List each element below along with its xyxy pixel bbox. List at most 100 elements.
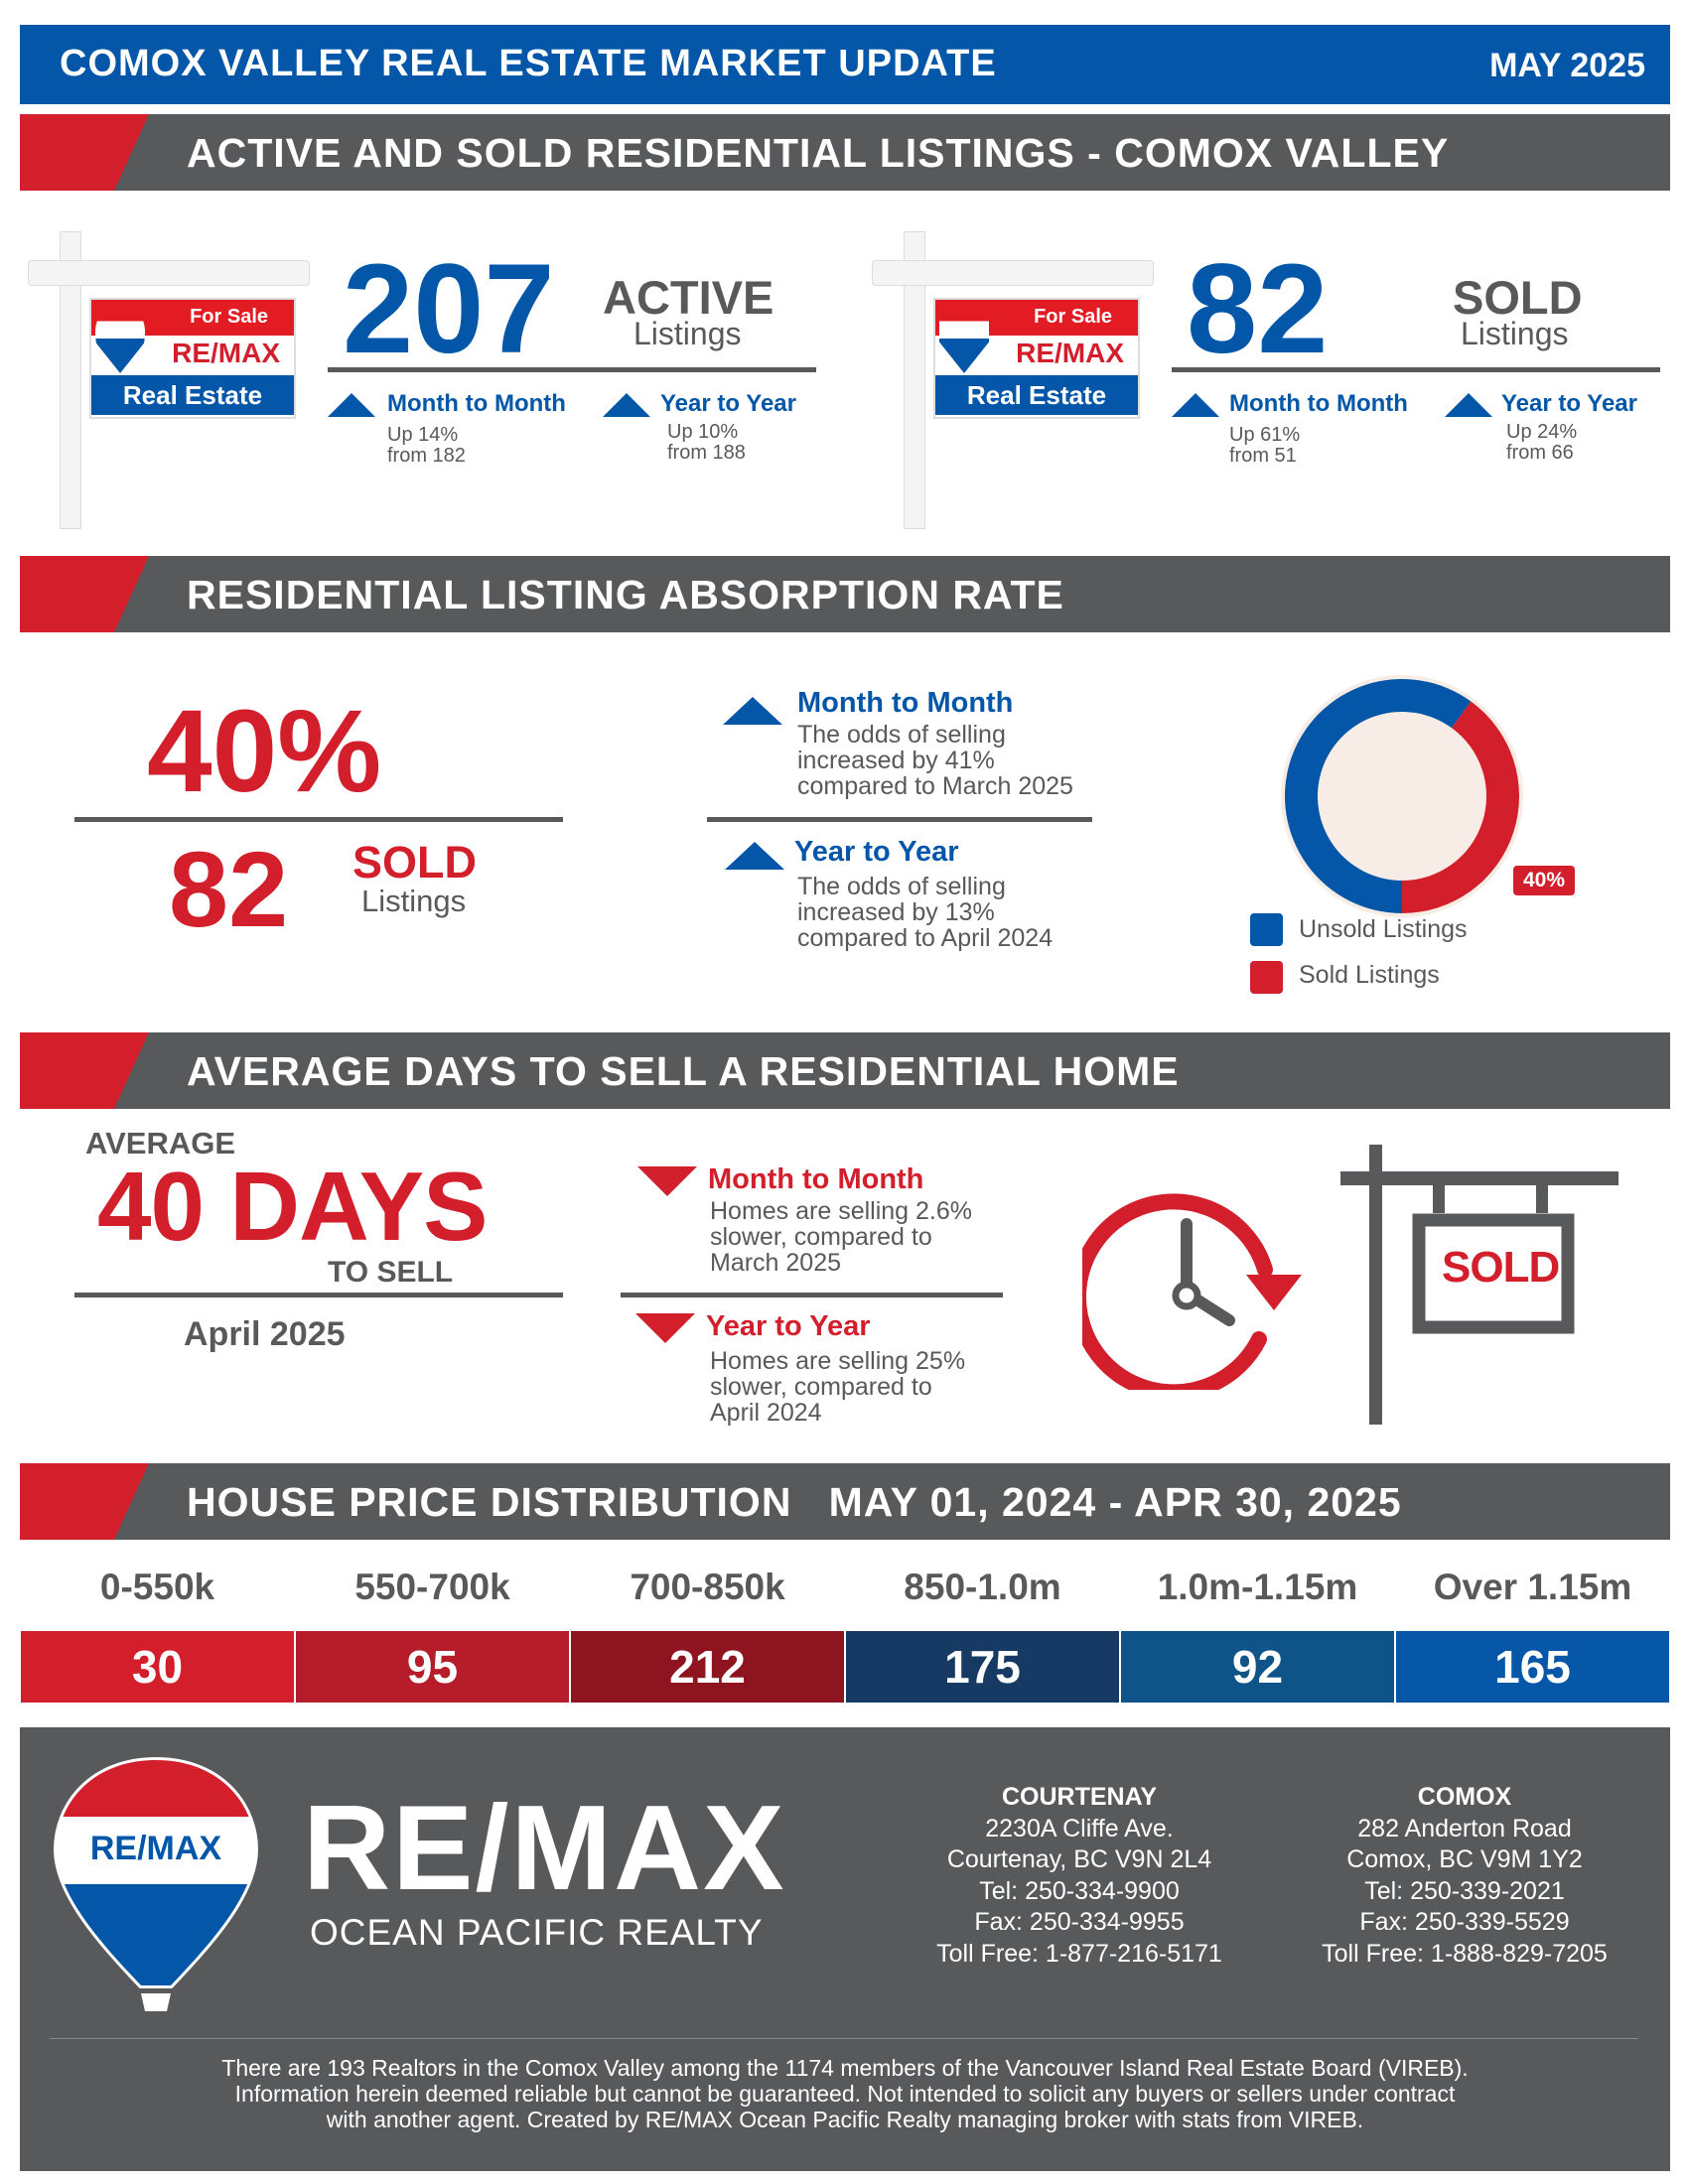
mtm-title: Month to Month — [708, 1163, 924, 1195]
office-tel: Tel: 250-339-2021 — [1364, 1876, 1565, 1905]
clock-icon — [1082, 1193, 1302, 1390]
mtm-line: increased by 41% — [797, 747, 995, 774]
office-city: Courtenay, BC V9N 2L4 — [946, 1845, 1212, 1873]
report-date: MAY 2025 — [1489, 47, 1645, 84]
mtm-line: Homes are selling 2.6% — [710, 1197, 973, 1225]
absorption-rate: 40% — [147, 686, 382, 817]
mtm-title: Month to Month — [387, 390, 566, 417]
disclaimer: There are 193 Realtors in the Comox Vall… — [20, 2055, 1670, 2132]
office-tollfree: Toll Free: 1-877-216-5171 — [936, 1939, 1222, 1968]
yty-change: Up 10% — [667, 421, 739, 443]
section-title: RESIDENTIAL LISTING ABSORPTION RATE — [187, 572, 1064, 617]
price-count-bar: 30 — [21, 1631, 294, 1703]
down-arrow-icon — [637, 1166, 697, 1196]
down-arrow-icon — [635, 1313, 695, 1343]
footer: RE/MAX RE/MAX OCEAN PACIFIC REALTY COURT… — [20, 1727, 1670, 2171]
mtm-title: Month to Month — [797, 687, 1014, 719]
real-estate-label: Real Estate — [91, 375, 294, 415]
absorption-donut-chart — [1281, 675, 1523, 917]
price-count-bar: 95 — [296, 1631, 569, 1703]
yty-line: Homes are selling 25% — [710, 1347, 966, 1375]
office-fax: Fax: 250-334-9955 — [974, 1908, 1185, 1936]
section-header-days: AVERAGE DAYS TO SELL A RESIDENTIAL HOME — [20, 1032, 1670, 1109]
section-title: HOUSE PRICE DISTRIBUTION MAY 01, 2024 - … — [187, 1479, 1402, 1525]
active-count: 207 — [343, 238, 555, 380]
yty-from: from 66 — [1506, 442, 1574, 464]
sold-label: SOLD — [1453, 271, 1583, 324]
sign-brand: RE/MAX — [172, 338, 280, 368]
divider — [328, 367, 816, 372]
mtm-title: Month to Month — [1229, 390, 1408, 417]
mtm-change: Up 61% — [1229, 424, 1301, 446]
sold-sub: Listings — [1461, 316, 1569, 351]
mtm-from: from 182 — [387, 445, 466, 467]
section-title: ACTIVE AND SOLD RESIDENTIAL LISTINGS - C… — [187, 130, 1450, 176]
up-arrow-icon — [1445, 393, 1492, 417]
divider — [707, 817, 1092, 822]
price-range-label: 550-700k — [354, 1567, 510, 1607]
yty-line: The odds of selling — [797, 873, 1006, 900]
divider — [74, 1293, 563, 1297]
yty-title: Year to Year — [1501, 390, 1637, 417]
price-range-label: Over 1.15m — [1433, 1567, 1632, 1607]
price-count-bar: 92 — [1121, 1631, 1394, 1703]
title-bar: COMOX VALLEY REAL ESTATE MARKET UPDATE M… — [20, 25, 1670, 104]
page-title: COMOX VALLEY REAL ESTATE MARKET UPDATE — [60, 43, 997, 84]
disclaimer-line: Information herein deemed reliable but c… — [234, 2081, 1456, 2107]
disclaimer-line: with another agent. Created by RE/MAX Oc… — [326, 2107, 1364, 2132]
sold-sign-icon — [1340, 1145, 1618, 1425]
donut-slice-unsold — [1285, 679, 1472, 913]
balloon-brand-text: RE/MAX — [90, 1830, 222, 1867]
footer-divider — [50, 2038, 1638, 2039]
price-count-bar: 165 — [1396, 1631, 1669, 1703]
divider — [1172, 367, 1660, 372]
price-range-label: 0-550k — [99, 1567, 215, 1607]
yty-title: Year to Year — [706, 1310, 871, 1342]
divider — [621, 1293, 1003, 1297]
office-name: COMOX — [1417, 1783, 1512, 1811]
up-arrow-icon — [603, 393, 650, 417]
real-estate-label: Real Estate — [935, 375, 1138, 415]
yty-line: compared to April 2024 — [797, 924, 1054, 952]
yty-line: April 2024 — [710, 1399, 822, 1427]
office-name: COURTENAY — [1001, 1783, 1158, 1811]
mtm-change: Up 14% — [387, 424, 459, 446]
sold-label: SOLD — [352, 837, 478, 887]
price-range-label: 700-850k — [630, 1567, 785, 1607]
price-range-label: 1.0m-1.15m — [1157, 1567, 1358, 1607]
up-arrow-icon — [725, 842, 784, 870]
office-city: Comox, BC V9M 1Y2 — [1346, 1845, 1583, 1873]
yty-title: Year to Year — [660, 390, 796, 417]
average-label: AVERAGE — [85, 1126, 236, 1160]
to-sell-label: TO SELL — [328, 1256, 454, 1289]
section-header-listings: ACTIVE AND SOLD RESIDENTIAL LISTINGS - C… — [20, 114, 1670, 191]
mtm-line: slower, compared to — [710, 1223, 932, 1251]
yty-line: increased by 13% — [797, 898, 995, 926]
divider — [74, 817, 563, 822]
legend-unsold: Unsold Listings — [1299, 915, 1468, 943]
yty-title: Year to Year — [794, 836, 959, 868]
donut-slice-sold — [1402, 701, 1519, 913]
remax-balloon-logo: RE/MAX — [53, 1756, 259, 2011]
days-period: April 2025 — [184, 1315, 346, 1353]
up-arrow-icon — [328, 393, 375, 417]
price-count-bar: 175 — [846, 1631, 1119, 1703]
up-arrow-icon — [1172, 393, 1219, 417]
price-count-bar: 212 — [571, 1631, 844, 1703]
average-days: 40 DAYS — [97, 1152, 489, 1261]
price-range-label: 850-1.0m — [904, 1567, 1061, 1607]
legend-swatch-sold — [1250, 961, 1283, 994]
sign-brand: RE/MAX — [1016, 338, 1124, 368]
yty-line: slower, compared to — [710, 1373, 932, 1401]
office-address: 2230A Cliffe Ave. — [985, 1814, 1174, 1843]
donut-percent-label: 40% — [1513, 866, 1576, 895]
legend-sold: Sold Listings — [1299, 961, 1440, 989]
office-tollfree: Toll Free: 1-888-829-7205 — [1322, 1939, 1608, 1968]
legend-swatch-unsold — [1250, 913, 1283, 946]
active-sub: Listings — [633, 316, 742, 351]
sold-count: 82 — [1187, 238, 1329, 380]
mtm-line: March 2025 — [710, 1249, 842, 1277]
section-header-absorption: RESIDENTIAL LISTING ABSORPTION RATE — [20, 556, 1670, 632]
mtm-line: The odds of selling — [797, 721, 1006, 749]
sold-count: 82 — [169, 829, 289, 949]
